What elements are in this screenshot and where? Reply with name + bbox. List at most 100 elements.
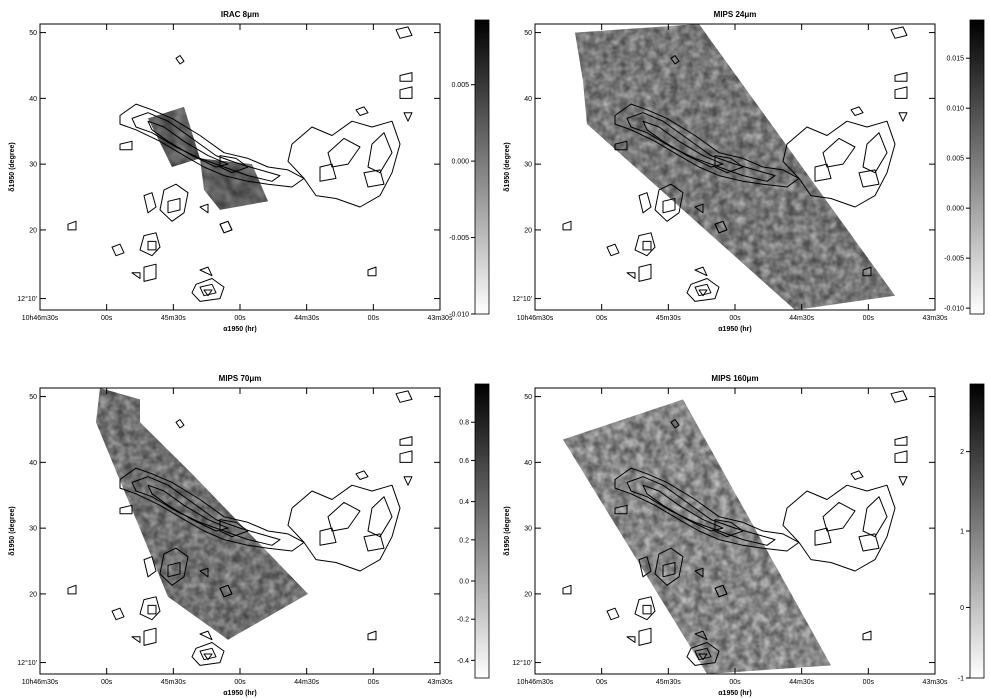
contour-line	[814, 527, 832, 546]
contour-line	[131, 636, 141, 643]
contour-line	[626, 272, 636, 279]
y-tick-label: 50	[524, 394, 532, 401]
contour-line	[67, 584, 77, 595]
x-axis-label: α1950 (hr)	[223, 690, 256, 697]
colorbar-tick-label: 0.0	[459, 578, 469, 585]
contour-line	[395, 390, 413, 403]
panel-mips-24um: 10h46m30s 00s 45m30s 00s 44m30s 00s 43m30s 50 40…	[495, 0, 990, 334]
image-texture	[200, 158, 268, 210]
x-tick-label: 00s	[863, 679, 875, 686]
y-tick-label: 30	[29, 162, 37, 169]
contour-line	[654, 547, 684, 586]
colorbar-tick-label: 0.2	[459, 537, 469, 544]
y-tick-label: 30	[524, 162, 532, 169]
contour-line	[327, 137, 361, 168]
x-tick-label: 10h46m30s	[22, 679, 59, 686]
x-tick-label: 43m30s	[428, 315, 453, 322]
contour-line	[199, 203, 209, 214]
x-tick-label: 44m30s	[294, 315, 319, 322]
colorbar-tick-label: -1	[958, 676, 964, 683]
contour-line	[782, 120, 896, 208]
contour-line	[638, 263, 652, 282]
x-tick-label: 00s	[863, 315, 875, 322]
colorbar-tick-label: 0.4	[459, 499, 469, 506]
contour-line	[143, 556, 157, 578]
colorbar-tick-label: 0	[960, 605, 964, 612]
colorbar-tick-label: 0.005	[451, 82, 469, 89]
x-tick-label: 45m30s	[161, 679, 186, 686]
x-tick-label: 00s	[368, 315, 380, 322]
image-texture	[563, 399, 831, 674]
contour-line	[199, 283, 217, 297]
x-axis-label: α1950 (hr)	[718, 326, 751, 333]
contour-line	[626, 636, 636, 643]
image-texture	[575, 24, 895, 310]
contour-line	[167, 562, 181, 578]
contour-line	[119, 140, 133, 151]
x-tick-label: 44m30s	[294, 679, 319, 686]
x-axis-label: α1950 (hr)	[223, 326, 256, 333]
contour-line	[199, 630, 213, 641]
contour-line	[355, 106, 369, 116]
contour-line	[143, 192, 157, 214]
x-tick-label: 00s	[101, 679, 113, 686]
contour-line	[894, 436, 908, 446]
contour-line	[654, 183, 684, 222]
y-tick-label: 20	[524, 591, 532, 598]
contour-line	[894, 72, 908, 82]
contour-line	[634, 596, 656, 621]
contour-group	[67, 26, 413, 302]
contour-line	[614, 504, 628, 515]
x-tick-label: 44m30s	[789, 679, 814, 686]
contour-line	[219, 519, 249, 538]
contour-line	[614, 103, 800, 188]
contour-line	[111, 243, 125, 257]
colorbar	[969, 383, 985, 679]
contour-line	[694, 283, 712, 297]
y-tick-label: 50	[29, 394, 37, 401]
y-tick-label: 12°10'	[512, 295, 532, 303]
contour-line	[862, 132, 888, 174]
x-tick-label: 43m30s	[428, 679, 453, 686]
contour-line	[119, 103, 305, 188]
y-tick-label: 12°10'	[512, 659, 532, 667]
contour-line	[139, 232, 161, 257]
contour-line	[147, 604, 157, 615]
contour-line	[858, 533, 880, 552]
contour-line	[219, 220, 233, 234]
contour-line	[890, 390, 908, 403]
contour-line	[139, 596, 161, 621]
contour-line	[862, 630, 872, 641]
contour-line	[862, 266, 872, 277]
y-tick-label: 20	[524, 227, 532, 234]
contour-line	[111, 607, 125, 621]
contour-line	[642, 604, 652, 615]
contour-line	[698, 653, 708, 661]
contour-line	[850, 470, 864, 480]
contour-line	[850, 106, 864, 116]
contour-line	[562, 220, 572, 231]
contour-line	[143, 627, 157, 646]
contour-line	[686, 642, 720, 666]
panel-mips-70um: 10h46m30s 00s 45m30s 00s 44m30s 00s 43m30s 50 40…	[0, 364, 495, 698]
contour-line	[614, 467, 800, 552]
contour-line	[367, 496, 393, 538]
contour-line	[626, 476, 776, 546]
contour-line	[363, 533, 385, 552]
y-axis-label: δ1950 (degree)	[9, 142, 16, 191]
x-tick-label: 00s	[729, 315, 741, 322]
colorbar	[969, 19, 985, 315]
contour-line	[367, 630, 377, 641]
y-tick-label: 50	[29, 30, 37, 37]
image-texture	[96, 388, 308, 640]
contour-line	[822, 501, 856, 532]
contour-line	[894, 86, 908, 99]
contour-line	[670, 419, 680, 429]
contour-line	[131, 272, 141, 279]
y-tick-label: 40	[29, 460, 37, 467]
contour-line	[714, 220, 728, 234]
contour-line	[355, 470, 369, 480]
contour-line	[670, 55, 680, 65]
contour-line	[199, 567, 209, 578]
contour-group	[67, 390, 413, 666]
